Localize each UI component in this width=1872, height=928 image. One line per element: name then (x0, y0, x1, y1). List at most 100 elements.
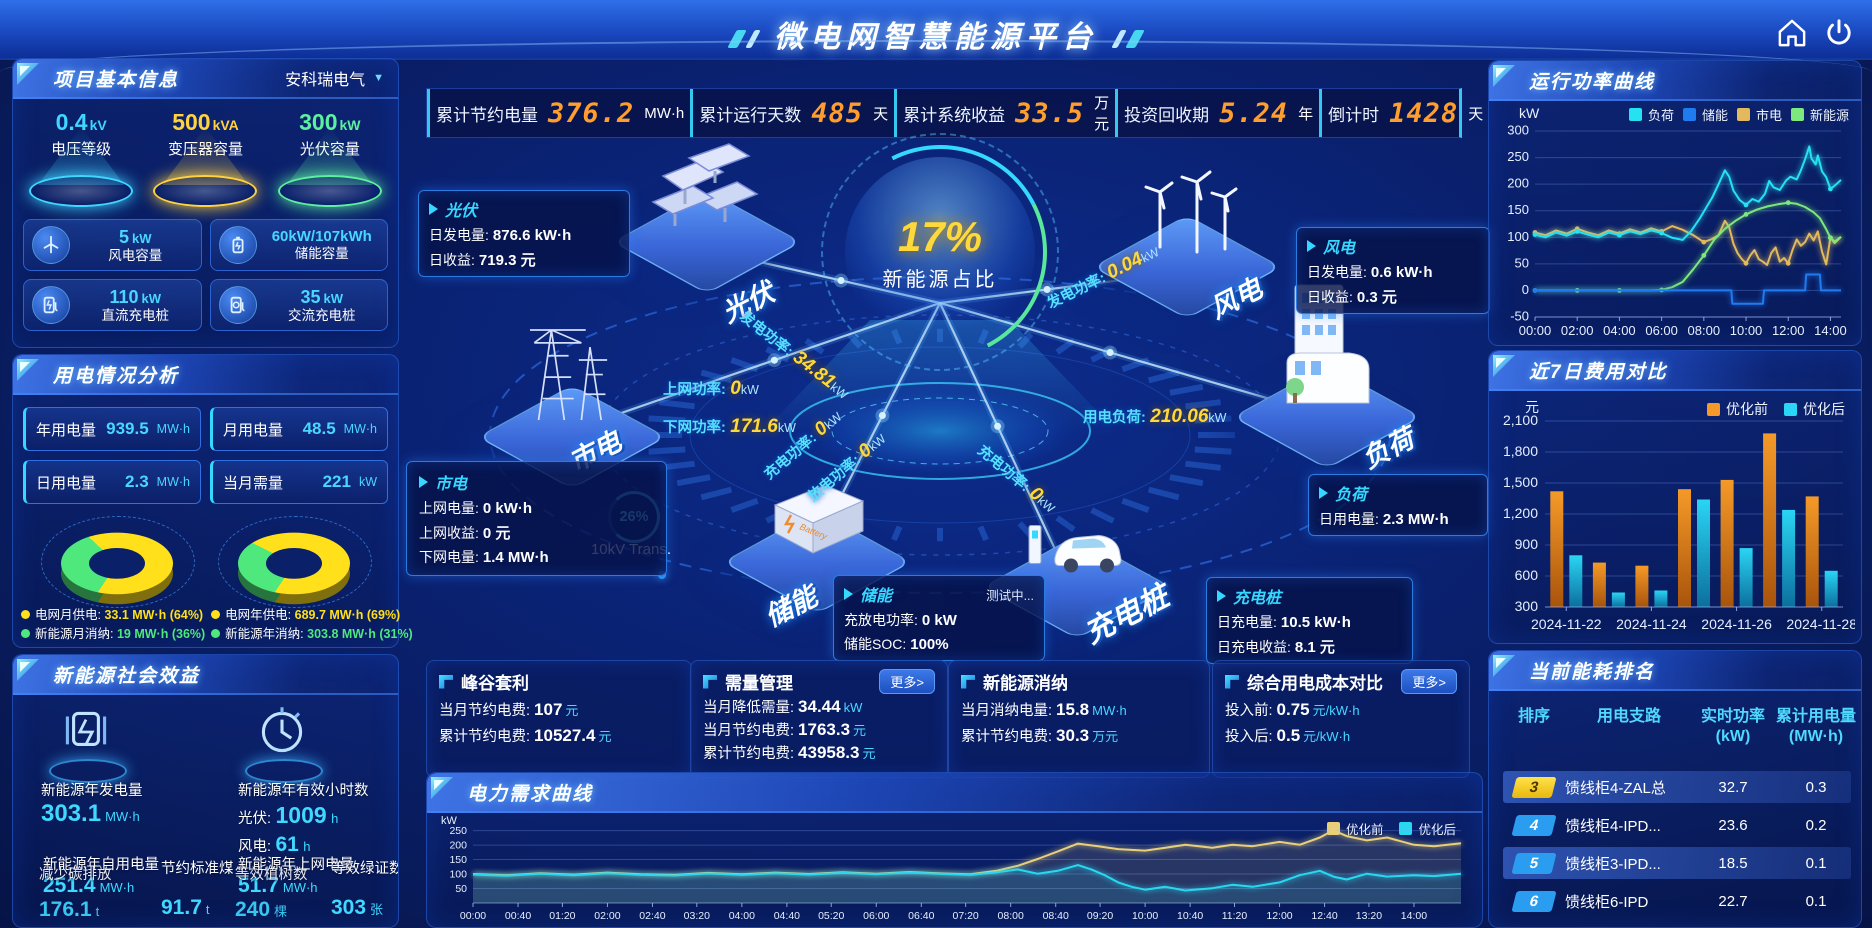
y-tick: 0 (1522, 282, 1529, 297)
legend-item: 市电 (1736, 105, 1782, 124)
x-tick: 09:20 (1087, 910, 1113, 922)
card-peak-valley: 峰谷套利 当月节约电费: 107 元 累计节约电费: 10527.4 元 (426, 660, 692, 778)
rank-badge: 5 (1511, 852, 1557, 874)
arrow-icon (1319, 487, 1328, 499)
ranking-row[interactable]: 6 馈线柜6-IPD 22.7 0.1 (1503, 885, 1851, 917)
more-button[interactable]: 更多> (1401, 669, 1457, 694)
legend-item: 负荷 (1628, 105, 1674, 124)
y-tick: -50 (1510, 309, 1529, 324)
app-header: 微电网智慧能源平台 (0, 0, 1872, 60)
run-power-legend: 负荷 储能 市电 新能源 (1628, 105, 1849, 124)
info-box-storage: 储能 测试中... 充放电功率: 0 kW 储能SOC: 100% (833, 575, 1045, 661)
kpi-strip: 累计节约电量 376.2 MW·h 累计运行天数 485 天 累计系统收益 33.5 万元 … (426, 88, 1483, 138)
benefit-to-grid: 新能源年上网电量 51.7 MW·h (238, 857, 354, 897)
info-box-load: 负荷 日用电量: 2.3 MW·h (1308, 474, 1488, 536)
x-tick: 06:40 (908, 910, 934, 922)
x-tick: 00:00 (1519, 323, 1552, 338)
legend-item: 优化前 (1707, 399, 1768, 419)
panel-social-benefit: 新能源社会效益 新能源年发电量 303.1 MW·h 新能源年有效小时数 光伏: … (12, 654, 399, 928)
ranking-row[interactable]: 4 馈线柜4-IPD... 23.6 0.2 (1503, 809, 1851, 841)
battery-icon (218, 226, 257, 264)
stat-month-demand: 当月需量 221 kW (210, 460, 388, 504)
x-tick: 2024-11-26 (1701, 616, 1772, 632)
x-tick: 02:00 (1561, 323, 1594, 338)
renewable-share-hub: 17% 新能源占比 (821, 133, 1059, 371)
x-tick: 14:00 (1814, 323, 1847, 338)
cost-chart: 300 600 900 1,200 1,500 1,800 2,100 2024-11-22 2… (1493, 412, 1857, 642)
panel-cost-compare: 近7日费用对比 元 优化前 优化后 300 600 900 1,200 1,500 1,80… (1488, 350, 1862, 644)
axis-unit: kW (441, 815, 457, 827)
y-tick: 150 (449, 854, 467, 866)
panel-energy-ranking: 当前能耗排名 排序 用电支路 实时功率 (kW) 累计用电量 (MW·h) 3 馈线… (1488, 650, 1862, 928)
y-tick: 900 (1515, 536, 1539, 552)
capacity-card-dc-charger: 110 kW 直流充电桩 (23, 279, 202, 331)
panel-corner-icon (1493, 65, 1515, 87)
panel-demand-curve: 电力需求曲线 kW 优化前 优化后 50 100 150 200 250 00:00 00:4… (426, 772, 1483, 928)
demand-chart: 50 100 150 200 250 00:00 00:40 01:20 02:00 02:40 0… (435, 813, 1477, 927)
legend-item: 新能源 (1790, 105, 1849, 124)
y-tick: 50 (455, 883, 467, 895)
capacity-card-ac-charger: 35 kW 交流充电桩 (209, 279, 388, 331)
donut-year (217, 516, 372, 608)
arrow-icon (419, 476, 428, 488)
card-cost-compare: 综合用电成本对比 更多> 投入前: 0.75 元/kW·h 投入后: 0.5 元/kW·h (1212, 660, 1470, 778)
x-tick: 2024-11-24 (1616, 616, 1687, 632)
flow-to-grid-power: 上网功率: 0kW (663, 378, 759, 399)
benefit-trees: 等效植树数 240 棵 (235, 867, 308, 921)
info-box-pv: 光伏 日发电量: 876.6 kW·h 日收益: 719.3 元 (418, 190, 630, 277)
x-tick: 10:40 (1177, 910, 1203, 922)
panel-corner-icon (1493, 355, 1515, 377)
energy-generation-icon (55, 701, 117, 763)
arrow-icon (1217, 590, 1226, 602)
flow-load-power: 用电负荷: 210.06kW (1083, 406, 1227, 427)
panel-title: 当前能耗排名 (1529, 661, 1656, 683)
ranking-row[interactable]: 5 馈线柜3-IPD... 18.5 0.1 (1503, 847, 1851, 879)
capacity-card-wind: 5 kW 风电容量 (23, 219, 202, 271)
card-corner-icon (961, 674, 975, 689)
x-tick: 12:00 (1772, 323, 1805, 338)
dc-charger-icon (32, 286, 70, 324)
panel-corner-icon (1493, 655, 1515, 677)
company-dropdown[interactable]: 安科瑞电气 ▼ (285, 72, 384, 89)
stat-pv-capacity: 300kW光伏容量 (268, 109, 392, 207)
stat-year-usage: 年用电量 939.5 MW·h (23, 407, 201, 451)
panel-project-info: 项目基本信息 安科瑞电气▼ 0.4kV电压等级 500kVA变压器容量 300k… (12, 58, 399, 348)
rank-badge: 3 (1511, 776, 1557, 798)
ranking-row[interactable]: 3 馈线柜4-ZAL总 32.7 0.3 (1503, 771, 1851, 803)
y-tick: 100 (449, 869, 467, 881)
y-tick: 1,500 (1503, 474, 1538, 490)
x-tick: 04:00 (1603, 323, 1636, 338)
rank-badge: 4 (1511, 814, 1557, 836)
solar-panels-icon (651, 143, 759, 226)
x-tick: 2024-11-28 (1786, 616, 1855, 632)
rank-badge: 6 (1511, 890, 1557, 912)
ranking-table-header: 排序 用电支路 实时功率 (kW) 累计用电量 (MW·h) (1517, 708, 1856, 745)
info-box-charger: 充电桩 日充电量: 10.5 kW·h 日充电收益: 8.1 元 (1206, 577, 1413, 664)
y-tick: 250 (449, 825, 467, 837)
wind-turbines-icon (1144, 170, 1238, 254)
x-tick: 14:00 (1401, 910, 1427, 922)
legend-item: 优化后 (1399, 819, 1456, 838)
home-icon[interactable] (1775, 16, 1811, 50)
x-tick: 06:00 (863, 910, 889, 922)
glow-pedestal (49, 759, 127, 783)
x-tick: 12:00 (1266, 910, 1292, 922)
power-tower-icon (530, 329, 608, 421)
capacity-card-storage: 60kW/107kWh 储能容量 (209, 219, 388, 271)
legend-item: 优化后 (1784, 399, 1845, 419)
power-icon[interactable] (1822, 16, 1858, 50)
y-tick: 300 (1515, 598, 1539, 614)
card-corner-icon (1225, 674, 1239, 689)
x-tick: 13:20 (1356, 910, 1382, 922)
axis-unit: 元 (1525, 399, 1539, 415)
more-button[interactable]: 更多> (879, 669, 935, 694)
hours-clock-icon (251, 701, 313, 763)
ac-charger-icon (218, 286, 257, 324)
glow-pedestal (29, 175, 134, 207)
y-tick: 250 (1507, 149, 1529, 164)
info-box-grid: 市电 上网电量: 0 kW·h 上网收益: 0 元 下网电量: 1.4 MW·h (406, 461, 667, 576)
axis-unit: kW (1519, 105, 1540, 121)
x-tick: 08:00 (998, 910, 1024, 922)
panel-corner-icon (17, 359, 39, 381)
stat-day-usage: 日用电量 2.3 MW·h (23, 460, 201, 504)
